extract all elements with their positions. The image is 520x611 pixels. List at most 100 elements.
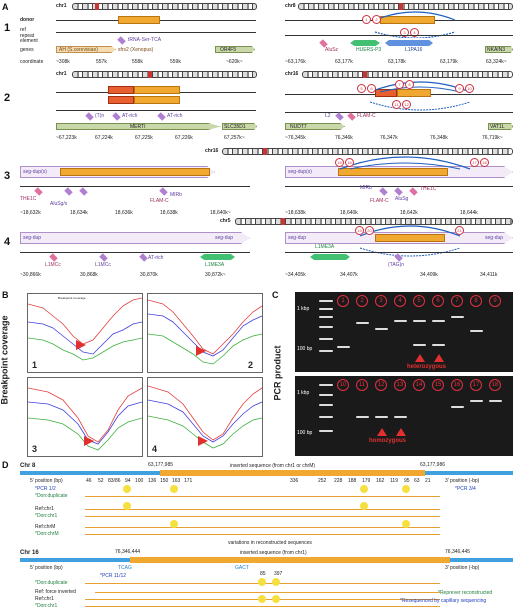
- chr8-pos3-0: 336: [290, 478, 299, 484]
- coverage-plot-3: 3: [27, 377, 143, 457]
- row4-right-coord-1: 34,407k: [340, 272, 358, 278]
- gel-bottom-ladder-100bp: 100 bp: [297, 430, 313, 436]
- row4-right-ref-track: [285, 252, 513, 253]
- chr8-pos5-1: 52: [98, 478, 104, 484]
- row2-right-circle-5: 5: [357, 84, 366, 93]
- row2-left-repeat-3: AT-rich: [167, 113, 183, 119]
- row3-right-coord-1: 18,640k: [340, 210, 358, 216]
- row2-right-chr: chr16: [285, 71, 299, 77]
- homozygous-arrow-icon: [396, 428, 406, 436]
- chr8-pos5-7: 163: [172, 478, 181, 484]
- row1-right-circle-4: 4: [410, 28, 419, 37]
- lane-10: 10: [337, 379, 349, 391]
- repeat-hex-icon: [350, 40, 380, 46]
- chr16-row-3-line: [85, 606, 440, 607]
- row4-right-coord-3: 34,411k: [480, 272, 498, 278]
- row2-right-ideogram: [302, 71, 513, 78]
- chr8-row-3: Ref:chrM: [35, 524, 56, 530]
- chr16-pos-0: 85: [260, 571, 266, 577]
- row2-left-coord-1: 67,224k: [95, 135, 113, 141]
- chr8-pos3-7: 95: [404, 478, 410, 484]
- lane-11: 11: [356, 379, 368, 391]
- chr8-inserted-label: inserted sequence (from chr1 or chrM): [230, 463, 316, 469]
- gel-bottom-ladder-1kbp: 1 kbp: [297, 390, 310, 396]
- gel-band: [413, 344, 426, 346]
- chr8-note: variations in reconstructed sequences: [228, 540, 312, 546]
- row3-right-coord-0: ~18,638k: [285, 210, 306, 216]
- variant-highlight: [258, 595, 266, 603]
- lane-18: 18: [489, 379, 501, 391]
- chr8-row-4: *Don:chrM: [35, 531, 59, 537]
- row4-right-coord-2: 34,409k: [420, 272, 438, 278]
- lane-12: 12: [375, 379, 387, 391]
- row2-left-insert-a: [108, 86, 134, 94]
- ladder-band: [319, 404, 333, 406]
- chr16-right-flank: [450, 558, 513, 562]
- row4-right-insert: [375, 234, 445, 242]
- ladder-band: [319, 384, 333, 386]
- lane-4: 4: [394, 295, 406, 307]
- chr8-row-2-line: [85, 516, 440, 517]
- row2-right-coord-4: 76,719k~: [482, 135, 503, 141]
- row4-circle-19: 19: [355, 226, 364, 235]
- chr16-insert-bar: [130, 557, 450, 563]
- row4-left-coord-3: 30,872k~: [205, 272, 226, 278]
- row3-right-ref-track: [285, 186, 513, 187]
- row4-right-segdup-label: seg-dup: [288, 235, 307, 241]
- row1-left-ref-track: [56, 32, 256, 33]
- chr8-pcr-right: *PCR 3/4: [455, 486, 476, 492]
- row2-right-repeat-1: L2: [325, 113, 331, 119]
- variant-highlight: [272, 578, 280, 586]
- row1-right-gene: [485, 46, 513, 53]
- gel-top: 1 kbp 100 bp 1 2 3 4 5 6 7 8 9 heterozyg…: [295, 292, 513, 372]
- chr8-pos5-label: 5' position (bp): [30, 478, 63, 484]
- row1-right-coord-1: 63,177k: [335, 59, 353, 65]
- variant-highlight: [170, 485, 178, 493]
- row4-left-repeat-2: L1MCc: [95, 262, 111, 268]
- gel-band: [375, 416, 388, 418]
- variant-highlight: [170, 520, 178, 528]
- gel-band: [413, 320, 426, 322]
- heterozygous-arrow-icon: [434, 354, 444, 362]
- chr8-insert-bar: [160, 470, 425, 476]
- chr8-left-flank: [20, 471, 160, 475]
- chr8-title: Chr 8: [20, 463, 36, 469]
- row2-left-gene-1: [56, 123, 221, 130]
- repeat-diamond-icon: [347, 112, 356, 121]
- variant-highlight: [258, 578, 266, 586]
- ladder-band: [319, 350, 333, 352]
- row1-right-circle-2: 2: [372, 15, 381, 24]
- chr8-pos3-9: 21: [425, 478, 431, 484]
- row3-right-segdup-label: seg-dup(s): [288, 169, 312, 175]
- row2-left-gene-label-1: MERTI: [130, 124, 146, 130]
- repeat-diamond-icon: [112, 112, 121, 121]
- chr16-title: Chr 16: [20, 550, 39, 556]
- row4-left-ref-track: [20, 252, 250, 253]
- chr16-seq-right: GACT: [235, 565, 249, 571]
- gel-band: [470, 400, 483, 402]
- coverage-plot-2: 2: [147, 293, 263, 373]
- row3-right-insert: [338, 168, 448, 176]
- row1-right-ref-track: [285, 35, 513, 36]
- chr8-row-1: Ref:chr1: [35, 506, 54, 512]
- row2-right-gene-label-1: NUDT7: [290, 124, 307, 130]
- gel-band: [394, 416, 407, 418]
- gel-band: [394, 320, 407, 322]
- row4-chr: chr5: [220, 218, 231, 224]
- ladder-band: [319, 394, 333, 396]
- row1-right-coord-2: 63,178k: [388, 59, 406, 65]
- row-1-number: 1: [4, 22, 11, 34]
- row1-left-coord-3: 559k: [170, 59, 181, 65]
- row3-left-coord-0: ~18,632k: [20, 210, 41, 216]
- chr8-row-2: *Don:chr1: [35, 513, 58, 519]
- row1-right-chr: chr8: [285, 3, 296, 9]
- row1-right-repeat-1: AluSz: [325, 47, 339, 53]
- row4-right-coord-0: ~34,405k: [285, 272, 306, 278]
- ladder-band: [319, 338, 333, 340]
- row2-left-repeat-1: (T)n: [95, 113, 105, 119]
- repeat-diamond-icon: [34, 187, 43, 196]
- variant-highlight: [402, 485, 410, 493]
- row3-left-insert: [60, 168, 210, 176]
- row-2-number: 2: [4, 92, 11, 104]
- row1-left-gene-label-2: sfrs2 (Xenopus): [118, 47, 154, 53]
